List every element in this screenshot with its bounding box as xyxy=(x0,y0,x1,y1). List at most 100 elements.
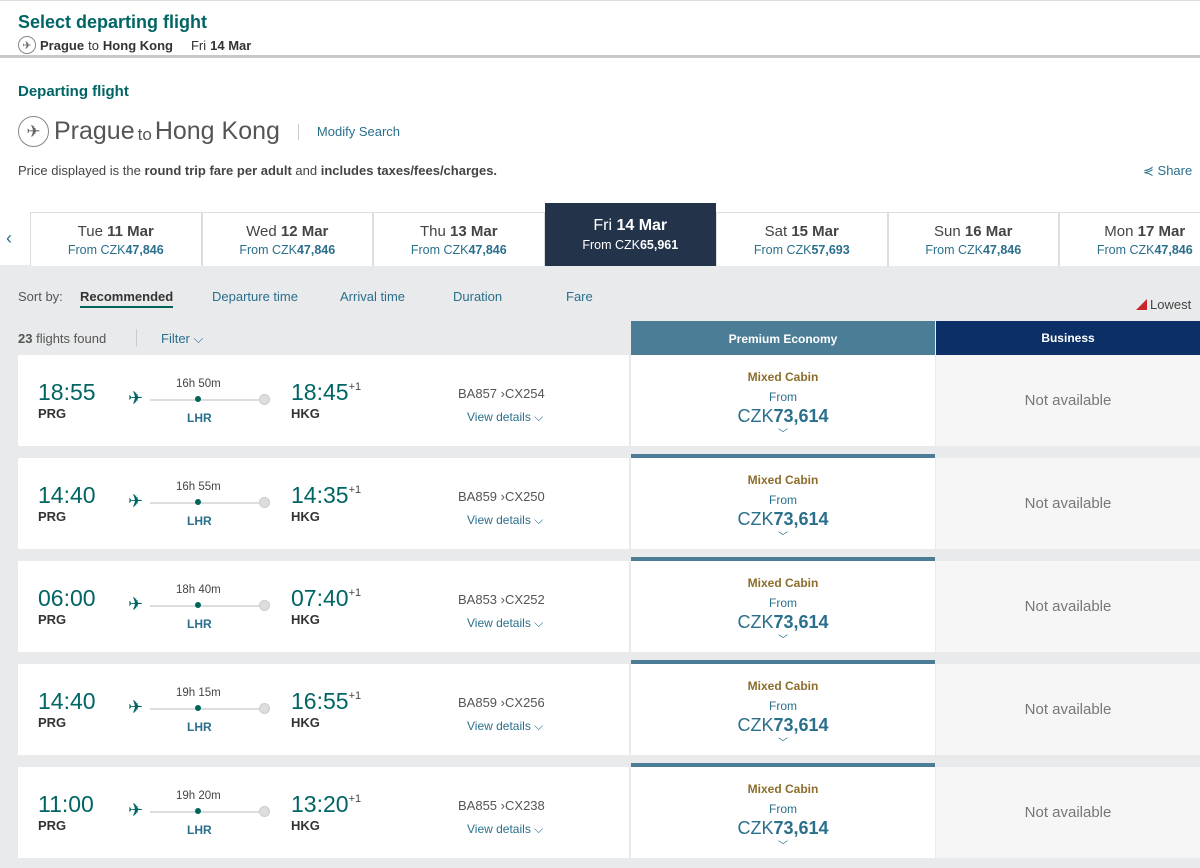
destination: Hong Kong xyxy=(102,37,173,53)
plane-icon: ✈ xyxy=(18,116,49,147)
date-label: Sat 15 Mar xyxy=(717,223,887,240)
stopover-code: LHR xyxy=(187,617,212,631)
from-label: From xyxy=(769,390,797,404)
share-button[interactable]: ⋞ Share xyxy=(1143,163,1192,179)
stop-dot xyxy=(195,808,201,814)
sort-departure-time[interactable]: Departure time xyxy=(212,289,298,304)
date: 13 Mar xyxy=(450,223,498,240)
price: 73,614 xyxy=(773,612,829,632)
stopover-code: LHR xyxy=(187,514,212,528)
stopover-code: LHR xyxy=(187,720,212,734)
premium-economy-fare[interactable]: Mixed Cabin From CZK73,614 ﹀ xyxy=(631,355,935,446)
date-tab[interactable]: Sat 15 Mar From CZK57,693 xyxy=(716,212,888,266)
view-details-link[interactable]: View details ⌵ xyxy=(467,410,543,425)
mixed-cabin-label: Mixed Cabin xyxy=(747,576,819,590)
sort-recommended[interactable]: Recommended xyxy=(80,289,174,308)
section-title: Departing flight xyxy=(18,83,129,100)
arrival-time: 07:40+1 xyxy=(291,585,361,612)
note-text: and xyxy=(291,163,321,178)
premium-economy-fare[interactable]: Mixed Cabin From CZK73,614 ﹀ xyxy=(631,454,935,549)
flight-count: 23 xyxy=(18,331,33,346)
flight-info: 11:00 PRG ✈ 19h 20m LHR 13:20+1 HKG BA85… xyxy=(18,767,629,858)
destination: Hong Kong xyxy=(154,117,280,145)
to-label: to xyxy=(137,124,152,144)
chevron-down-icon: ﹀ xyxy=(778,841,788,852)
route-line xyxy=(150,708,262,710)
premium-economy-header: Premium Economy xyxy=(631,321,935,358)
departure-time: 11:00 xyxy=(38,791,94,817)
date-tab[interactable]: Mon 17 Mar From CZK47,846 xyxy=(1059,212,1200,266)
price: 57,693 xyxy=(811,243,850,257)
route-line xyxy=(150,399,262,401)
flight-row: 18:55 PRG ✈ 16h 50m LHR 18:45+1 HKG BA85… xyxy=(18,355,1200,446)
price: 47,846 xyxy=(982,243,1022,257)
sort-arrival-time[interactable]: Arrival time xyxy=(340,289,406,304)
price: 47,846 xyxy=(125,243,164,257)
date-tab[interactable]: Wed 12 Mar From CZK47,846 xyxy=(201,212,373,266)
premium-economy-fare[interactable]: Mixed Cabin From CZK73,614 ﹀ xyxy=(631,763,935,858)
view-details-label: View details xyxy=(467,719,531,733)
flight-number: BA853 xyxy=(458,592,498,607)
duration: 18h 40m xyxy=(176,584,221,596)
business-fare: Not available xyxy=(936,458,1200,549)
modify-search-link[interactable]: Modify Search xyxy=(316,124,401,139)
route-heading: ✈ Prague to Hong Kong Modify Search xyxy=(18,116,400,147)
mixed-cabin-label: Mixed Cabin xyxy=(747,473,819,487)
date-tab[interactable]: Sun 16 Mar From CZK47,846 xyxy=(887,212,1059,266)
duration: 16h 50m xyxy=(176,378,221,390)
chevron-down-icon: ⌵ xyxy=(534,513,544,527)
chevron-left-icon[interactable]: ‹ xyxy=(6,228,12,248)
date: 12 Mar xyxy=(280,223,329,240)
day: Fri xyxy=(190,37,207,53)
divider xyxy=(297,123,299,140)
date-price: From CZK57,693 xyxy=(717,243,887,257)
weekday: Tue xyxy=(77,223,103,240)
view-details-label: View details xyxy=(467,513,531,527)
view-details-label: View details xyxy=(467,822,531,836)
destination-code: HKG xyxy=(291,715,320,730)
date-tab[interactable]: Fri 14 Mar From CZK65,961 xyxy=(544,203,716,266)
view-details-link[interactable]: View details ⌵ xyxy=(467,719,543,734)
fare-top-bar xyxy=(631,454,935,458)
view-details-link[interactable]: View details ⌵ xyxy=(467,822,543,837)
date: 16 Mar xyxy=(964,223,1013,240)
flight-number: BA859 xyxy=(458,489,498,504)
plane-icon: ✈ xyxy=(128,594,144,614)
date-price: From CZK47,846 xyxy=(203,243,373,257)
mixed-cabin-label: Mixed Cabin xyxy=(747,679,819,693)
weekday: Sat xyxy=(764,223,788,240)
fare-price: CZK73,614 xyxy=(631,406,935,427)
route-summary: ✈ Prague to Hong Kong Fri 14 Mar xyxy=(18,36,251,54)
share-label: Share xyxy=(1157,163,1193,178)
premium-economy-fare[interactable]: Mixed Cabin From CZK73,614 ﹀ xyxy=(631,660,935,755)
arrival-time: 14:35+1 xyxy=(291,482,361,509)
date-price: From CZK47,846 xyxy=(1060,243,1200,257)
origin-code: PRG xyxy=(38,818,67,833)
stopover-code: LHR xyxy=(187,823,212,837)
date-tab[interactable]: Thu 13 Mar From CZK47,846 xyxy=(373,212,545,266)
price: 47,846 xyxy=(296,243,336,257)
chevron-right-icon: › xyxy=(500,489,506,504)
chevron-right-icon: › xyxy=(500,695,506,710)
date-label: Wed 12 Mar xyxy=(203,223,373,240)
flight-row: 14:40 PRG ✈ 16h 55m LHR 14:35+1 HKG BA85… xyxy=(18,454,1200,549)
sort-fare[interactable]: Fare xyxy=(566,289,593,304)
stop-dot xyxy=(195,499,201,505)
destination-dot xyxy=(259,497,270,508)
destination-dot xyxy=(259,703,270,714)
date-tabs: Tue 11 Mar From CZK47,846 Wed 12 Mar Fro… xyxy=(30,203,1200,266)
view-details-label: View details xyxy=(467,410,531,424)
sort-duration[interactable]: Duration xyxy=(453,289,503,304)
view-details-link[interactable]: View details ⌵ xyxy=(467,616,543,631)
top-summary-bar: Select departing flight ✈ Prague to Hong K… xyxy=(0,0,1200,58)
premium-economy-fare[interactable]: Mixed Cabin From CZK73,614 ﹀ xyxy=(631,557,935,652)
date: 11 Mar xyxy=(107,223,154,240)
route-line xyxy=(150,502,262,504)
filter-button[interactable]: Filter ⌵ xyxy=(161,331,203,347)
date-tab[interactable]: Tue 11 Mar From CZK47,846 xyxy=(30,212,202,266)
currency: CZK xyxy=(737,612,774,632)
arrival-time: 16:55+1 xyxy=(291,688,361,715)
view-details-link[interactable]: View details ⌵ xyxy=(467,513,543,528)
arrival-time-value: 07:40 xyxy=(291,585,349,611)
note-text: Price displayed is the xyxy=(18,163,145,178)
